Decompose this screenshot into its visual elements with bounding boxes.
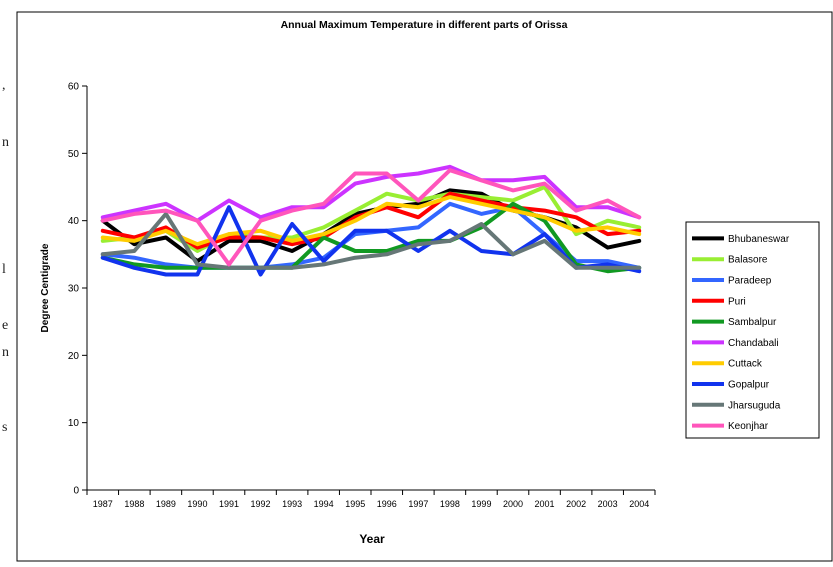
x-tick-label: 1999 <box>471 499 491 509</box>
legend-label: Cuttack <box>728 359 763 370</box>
legend-label: Bhubaneswar <box>728 234 790 245</box>
x-tick-label: 1997 <box>408 499 428 509</box>
legend-label: Keonjhar <box>728 421 769 432</box>
x-tick-label: 1996 <box>377 499 397 509</box>
legend-label: Puri <box>728 296 746 307</box>
y-tick-label: 40 <box>68 216 80 227</box>
x-tick-label: 1991 <box>219 499 239 509</box>
x-tick-label: 2003 <box>598 499 618 509</box>
y-tick-label: 10 <box>68 418 80 429</box>
chart-title: Annual Maximum Temperature in different … <box>281 19 568 31</box>
x-tick-label: 1989 <box>156 499 176 509</box>
x-tick-label: 1990 <box>187 499 207 509</box>
legend-label: Jharsuguda <box>728 400 781 411</box>
legend-label: Gopalpur <box>728 380 770 391</box>
legend-label: Balasore <box>728 255 768 266</box>
series-line-gopalpur <box>100 205 642 277</box>
y-tick-label: 60 <box>68 82 80 93</box>
legend-label: Sambalpur <box>728 317 777 328</box>
page-edge-char: n <box>2 135 9 150</box>
y-tick-label: 0 <box>73 486 79 497</box>
page-edge-char: l <box>2 262 6 277</box>
page-edge-char: s <box>2 420 8 435</box>
y-tick-label: 50 <box>68 149 80 160</box>
x-tick-label: 1987 <box>93 499 113 509</box>
x-tick-label: 1998 <box>440 499 460 509</box>
x-tick-label: 2001 <box>535 499 555 509</box>
series-line-balasore <box>100 185 642 253</box>
page-edge-char: , <box>2 78 6 93</box>
series-line-jharsuguda <box>100 211 642 270</box>
legend-label: Chandabali <box>728 338 779 349</box>
series-line-sambalpur <box>100 201 642 274</box>
x-tick-label: 1993 <box>282 499 302 509</box>
y-tick-label: 20 <box>68 351 80 362</box>
y-axis-label: Degree Centigrade <box>40 243 51 332</box>
series-line-cuttack <box>100 195 642 247</box>
x-tick-label: 2000 <box>503 499 523 509</box>
page-edge-char: n <box>2 345 9 360</box>
x-tick-label: 1994 <box>314 499 334 509</box>
page-edge-char: e <box>2 318 9 333</box>
x-tick-label: 1995 <box>345 499 365 509</box>
x-tick-label: 2002 <box>566 499 586 509</box>
series-line-keonjhar <box>100 168 642 267</box>
legend-label: Paradeep <box>728 276 772 287</box>
y-tick-label: 30 <box>68 284 80 295</box>
x-tick-label: 1992 <box>251 499 271 509</box>
x-axis-label: Year <box>359 532 385 546</box>
x-tick-label: 2004 <box>629 499 649 509</box>
x-tick-label: 1988 <box>124 499 144 509</box>
